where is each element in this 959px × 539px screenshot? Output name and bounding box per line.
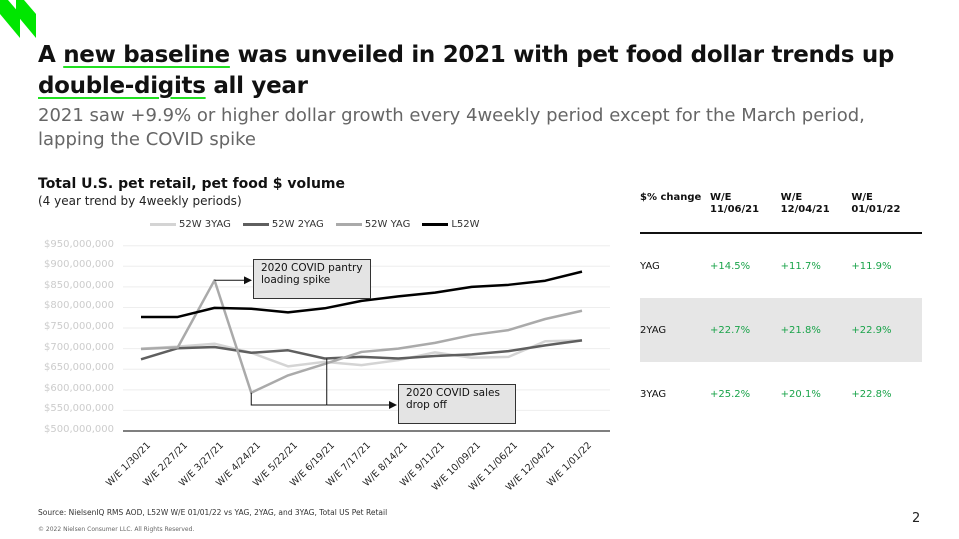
legend-label: 52W YAG: [364, 219, 411, 230]
header-cell: W/E 12/04/21: [780, 192, 830, 215]
legend-item: 52W YAG: [335, 219, 411, 230]
source-note: Source: NielsenIQ RMS AOD, L52W W/E 01/0…: [38, 508, 388, 517]
y-tick-label: $500,000,000: [44, 424, 114, 435]
legend-label: 52W 3YAG: [179, 219, 231, 230]
legend-item: 52W 2YAG: [242, 219, 324, 230]
row-label: YAG: [640, 260, 660, 272]
cell: +14.5%: [710, 260, 751, 272]
drop-bracket: [250, 392, 327, 406]
table-row: YAG +14.5% +11.7% +11.9%: [640, 234, 922, 298]
header-cell: W/E 11/06/21: [710, 192, 760, 215]
legend-item: L52W: [422, 219, 480, 230]
page-title: A new baseline was unveiled in 2021 with…: [38, 42, 895, 99]
legend-swatch: [150, 223, 176, 226]
y-tick-label: $800,000,000: [44, 300, 114, 312]
y-tick-label: $650,000,000: [44, 362, 114, 374]
cell: +20.1%: [780, 388, 821, 400]
cell: +11.7%: [780, 260, 821, 272]
cell: +22.9%: [851, 324, 892, 336]
y-tick-label: $850,000,000: [44, 279, 114, 291]
header-cell: W/E 01/01/22: [851, 192, 901, 215]
legend-swatch: [422, 223, 449, 226]
y-tick-label: $900,000,000: [44, 259, 114, 271]
row-label: 3YAG: [640, 388, 667, 400]
change-table: $% change W/E 11/06/21 W/E 12/04/21 W/E …: [640, 190, 922, 426]
row-label: 2YAG: [640, 324, 667, 336]
copyright: © 2022 Nielsen Consumer LLC. All Rights …: [38, 526, 195, 533]
y-tick-label: $750,000,000: [44, 321, 114, 333]
series-line-52w-2yag: [140, 339, 583, 361]
legend-label: L52W: [451, 219, 480, 230]
annotation-pantry-spike: 2020 COVID pantry loading spike: [253, 259, 371, 299]
y-tick-label: $950,000,000: [44, 238, 114, 250]
table-header: $% change W/E 11/06/21 W/E 12/04/21 W/E …: [640, 190, 922, 234]
series-line-l52w: [141, 270, 583, 319]
logo-icon: [0, 0, 36, 38]
cell: +22.8%: [851, 388, 892, 400]
cell: +22.7%: [710, 324, 751, 336]
header-cell: $% change: [640, 192, 702, 203]
table-row: 2YAG +22.7% +21.8% +22.9%: [640, 298, 922, 362]
legend-swatch: [242, 223, 269, 226]
series-line-52w-3yag: [140, 339, 583, 368]
legend-item: 52W 3YAG: [150, 219, 231, 230]
y-tick-label: $600,000,000: [44, 382, 114, 394]
table-row: 3YAG +25.2% +20.1% +22.8%: [640, 362, 922, 426]
legend-label: 52W 2YAG: [271, 219, 324, 230]
cell: +21.8%: [780, 324, 821, 336]
cell: +25.2%: [710, 388, 751, 400]
y-tick-label: $700,000,000: [44, 341, 114, 353]
y-tick-label: $550,000,000: [44, 403, 114, 415]
cell: +11.9%: [851, 260, 892, 272]
annotation-sales-drop: 2020 COVID sales drop off: [398, 384, 516, 424]
chart-legend: 52W 3YAG 52W 2YAG 52W YAG L52W: [150, 219, 480, 230]
chart-subtitle: (4 year trend by 4weekly periods): [38, 194, 242, 208]
chart-title: Total U.S. pet retail, pet food $ volume: [38, 176, 346, 192]
page-number: 2: [912, 511, 921, 526]
legend-swatch: [335, 223, 362, 226]
page-subtitle: 2021 saw +9.9% or higher dollar growth e…: [38, 105, 865, 150]
